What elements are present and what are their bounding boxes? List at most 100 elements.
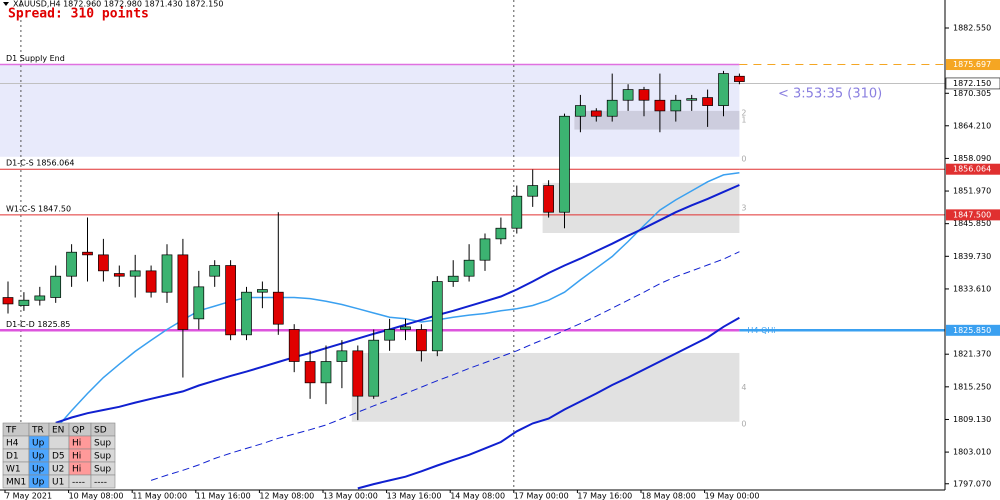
table-text: QP	[72, 426, 85, 436]
x-tick-label: 7 May 2021	[5, 492, 52, 500]
table-text: EN	[52, 426, 64, 436]
table-text: MN1	[6, 478, 26, 488]
candle-body	[384, 329, 395, 341]
y-tick-label: 1845.850	[953, 219, 991, 228]
y-tick-label: 1839.730	[953, 252, 991, 261]
candle-body	[98, 254, 109, 272]
chart-title: XAUUSD,H4 1872.960 1872.980 1871.430 187…	[13, 0, 223, 9]
price-tag-label: 1825.850	[953, 326, 991, 335]
candle-body	[34, 295, 46, 301]
candle-body	[241, 291, 252, 336]
candle-body	[495, 227, 507, 240]
table-text: Up	[32, 452, 45, 462]
y-tick-label: 1815.250	[953, 382, 991, 391]
candle-body	[400, 326, 411, 330]
y-tick-label: 1833.610	[953, 284, 991, 293]
table-text: U2	[52, 465, 64, 475]
level-name: W1-C-S 1847.50	[6, 204, 71, 213]
zone-label: 4	[741, 383, 746, 392]
zone	[542, 182, 740, 234]
candle-body	[670, 99, 682, 112]
candle-body	[368, 339, 380, 397]
candle-body	[50, 275, 62, 298]
level-note: H4 QHi	[747, 326, 775, 335]
candle-body	[718, 73, 729, 106]
candle-body	[511, 195, 523, 229]
candle-body	[622, 89, 634, 101]
table-text: Hi	[72, 465, 81, 475]
price-tag	[946, 324, 1000, 336]
zone-label: 2	[741, 108, 746, 117]
countdown: < 3:53:35 (310)	[778, 87, 882, 102]
candle-body	[193, 286, 205, 320]
table-text: ----	[72, 478, 85, 488]
candle-body	[431, 281, 443, 352]
x-tick-label: 13 May 16:00	[387, 492, 442, 500]
table-text: SD	[94, 426, 107, 436]
candle-body	[638, 89, 650, 101]
table-text: Sup	[94, 439, 111, 449]
price-tag	[945, 77, 1000, 90]
menu-arrow	[3, 2, 9, 6]
candle-body	[336, 350, 348, 362]
zone-label: 0	[741, 419, 746, 428]
table-cell	[48, 435, 70, 450]
table-text: TF	[5, 426, 17, 436]
candle-body	[606, 99, 618, 117]
candle-body	[590, 110, 602, 117]
table-text: Sup	[94, 465, 111, 475]
table-text: U1	[52, 478, 64, 488]
x-tick-label: 17 May 00:00	[514, 492, 569, 500]
zone	[351, 352, 740, 422]
plot: 0 21 3 4 0 D1 Supply End D1-C-S 1856.064 W1-C-S…	[0, 0, 945, 490]
x-tick-label: 11 May 16:00	[196, 492, 251, 500]
table-text: D5	[52, 452, 65, 462]
indicator-line	[150, 251, 740, 481]
table-text: ----	[94, 478, 107, 488]
candle-body	[272, 291, 284, 325]
candle-body	[320, 361, 332, 384]
indicator-line	[55, 184, 740, 424]
candle-body	[209, 265, 221, 277]
y-tick-label: 1797.070	[953, 479, 991, 488]
level-name: D1-C-S 1856.064	[6, 159, 74, 168]
candle-body	[129, 270, 141, 277]
x-tick-label: 14 May 08:00	[450, 492, 505, 500]
table-text: TR	[31, 426, 44, 436]
candle-body	[18, 299, 30, 306]
candle-body	[734, 75, 745, 82]
candle-body	[654, 99, 666, 112]
candle-body	[463, 259, 475, 277]
candle-body	[113, 273, 125, 277]
candle-body	[479, 238, 491, 261]
table-text: Sup	[94, 452, 111, 462]
candle-body	[257, 289, 268, 293]
price-tag-label: 1872.150	[953, 79, 991, 88]
x-tick-label: 17 May 16:00	[577, 492, 632, 500]
level-name: D1-C-D 1825.85	[6, 320, 70, 329]
price-tag-label: 1847.500	[953, 210, 991, 219]
candle-body	[543, 185, 554, 213]
candle-body	[177, 254, 189, 330]
x-tick-label: 13 May 00:00	[323, 492, 378, 500]
y-tick-label: 1858.090	[953, 154, 991, 163]
x-tick-label: 12 May 08:00	[259, 492, 314, 500]
candle-body	[559, 115, 570, 213]
candle-body	[686, 98, 698, 101]
price-tag	[946, 163, 1000, 175]
candle-body	[702, 97, 713, 106]
candle-body	[416, 329, 427, 352]
table-text: Up	[32, 478, 45, 488]
zone-label: 1	[741, 116, 746, 125]
y-tick-label: 1870.305	[953, 89, 991, 98]
price-tag	[946, 209, 1000, 221]
table-text: Up	[32, 439, 45, 449]
y-tick-label: 1821.370	[953, 350, 991, 359]
x-tick-label: 19 May 00:00	[705, 492, 760, 500]
table-text: D1	[6, 452, 19, 462]
candle-body	[575, 105, 586, 117]
spread: Spread: 310 points	[8, 7, 149, 22]
table-cell	[90, 474, 116, 489]
y-tick-label: 1803.010	[953, 448, 991, 457]
